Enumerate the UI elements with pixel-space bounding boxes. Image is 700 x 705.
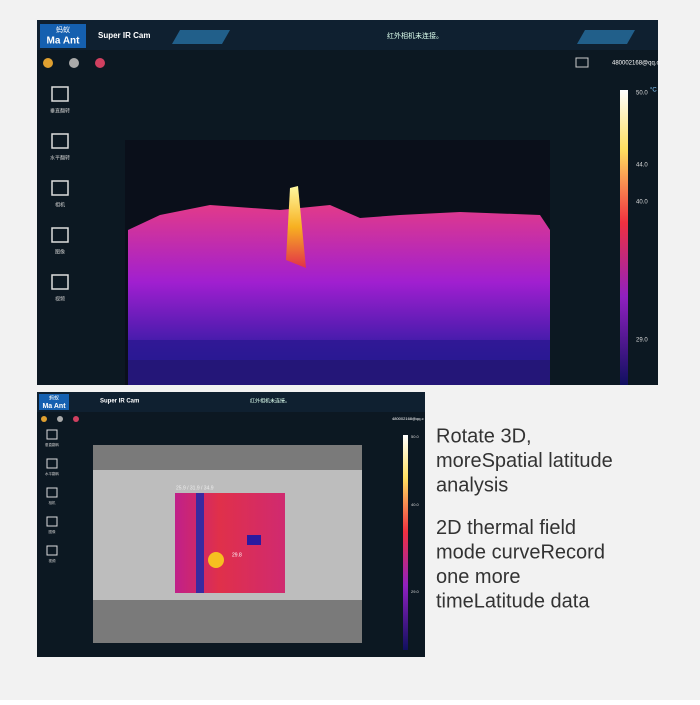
spot-label: 29.8 [232, 552, 242, 558]
sidebar-label: 视频 [55, 295, 65, 302]
caption-line: 2D thermal field [436, 517, 576, 539]
top-screen: 蚂蚁 Ma Ant Super IR Cam 红外相机未连接。 48000216… [37, 20, 659, 385]
sidebar-icon [51, 274, 69, 290]
sidebar-icon [51, 86, 69, 102]
scale-label: 40.0 [636, 200, 648, 206]
sidebar-label: 图像 [49, 529, 56, 534]
caption-line: moreSpatial latitude [436, 450, 613, 472]
sidebar-icon [46, 458, 58, 469]
sidebar-label: 相机 [55, 201, 65, 208]
account: 480002168@qq.c [612, 61, 659, 67]
account: 480002168@qq.c [392, 416, 424, 421]
sidebar-icon [46, 429, 58, 440]
caption-line: one more [436, 566, 521, 588]
caption-line: timeLatitude data [436, 590, 590, 612]
sidebar-icon [51, 133, 69, 149]
caption-line: analysis [436, 474, 508, 496]
scale-label: 50.0 [411, 434, 420, 439]
logo-en: Ma Ant [42, 403, 66, 410]
caption-line: Rotate 3D, [436, 425, 532, 447]
logo-cn: 蚂蚁 [49, 394, 59, 401]
sidebar-icon [46, 545, 58, 556]
app-title: Super IR Cam [98, 31, 150, 40]
scale-label: 29.0 [636, 338, 648, 344]
status: 红外相机未连接。 [387, 31, 443, 40]
sidebar-label: 水平翻转 [45, 471, 59, 476]
logo-en: Ma Ant [47, 36, 81, 47]
sidebar-icon [51, 227, 69, 243]
logo-cn: 蚂蚁 [56, 25, 70, 34]
sidebar-label: 视频 [49, 558, 56, 563]
app-title: Super IR Cam [100, 399, 139, 405]
sidebar-icon [51, 180, 69, 196]
scale-label: 44.0 [636, 163, 648, 169]
caption-line: mode curveRecord [436, 541, 605, 563]
sidebar-label: 垂直翻转 [50, 107, 70, 114]
sidebar-label: 图像 [55, 248, 65, 255]
scale-label: 40.0 [411, 502, 420, 507]
bottom-screen: 蚂蚁 Ma Ant Super IR Cam 红外相机未连接。 48000216… [37, 392, 425, 657]
sidebar-icon [46, 487, 58, 498]
sidebar-label: 水平翻转 [50, 154, 70, 161]
sidebar-label: 相机 [49, 500, 56, 505]
sidebar-icon [46, 516, 58, 527]
status: 红外相机未连接。 [250, 397, 290, 404]
scale-label: 29.0 [411, 589, 420, 594]
scale-label: 50.0 [636, 91, 648, 97]
roi-label: 25.9 / 31.9 / 34.9 [176, 485, 214, 491]
sidebar-label: 垂直翻转 [45, 442, 59, 447]
scale-unit: °C [650, 88, 657, 94]
